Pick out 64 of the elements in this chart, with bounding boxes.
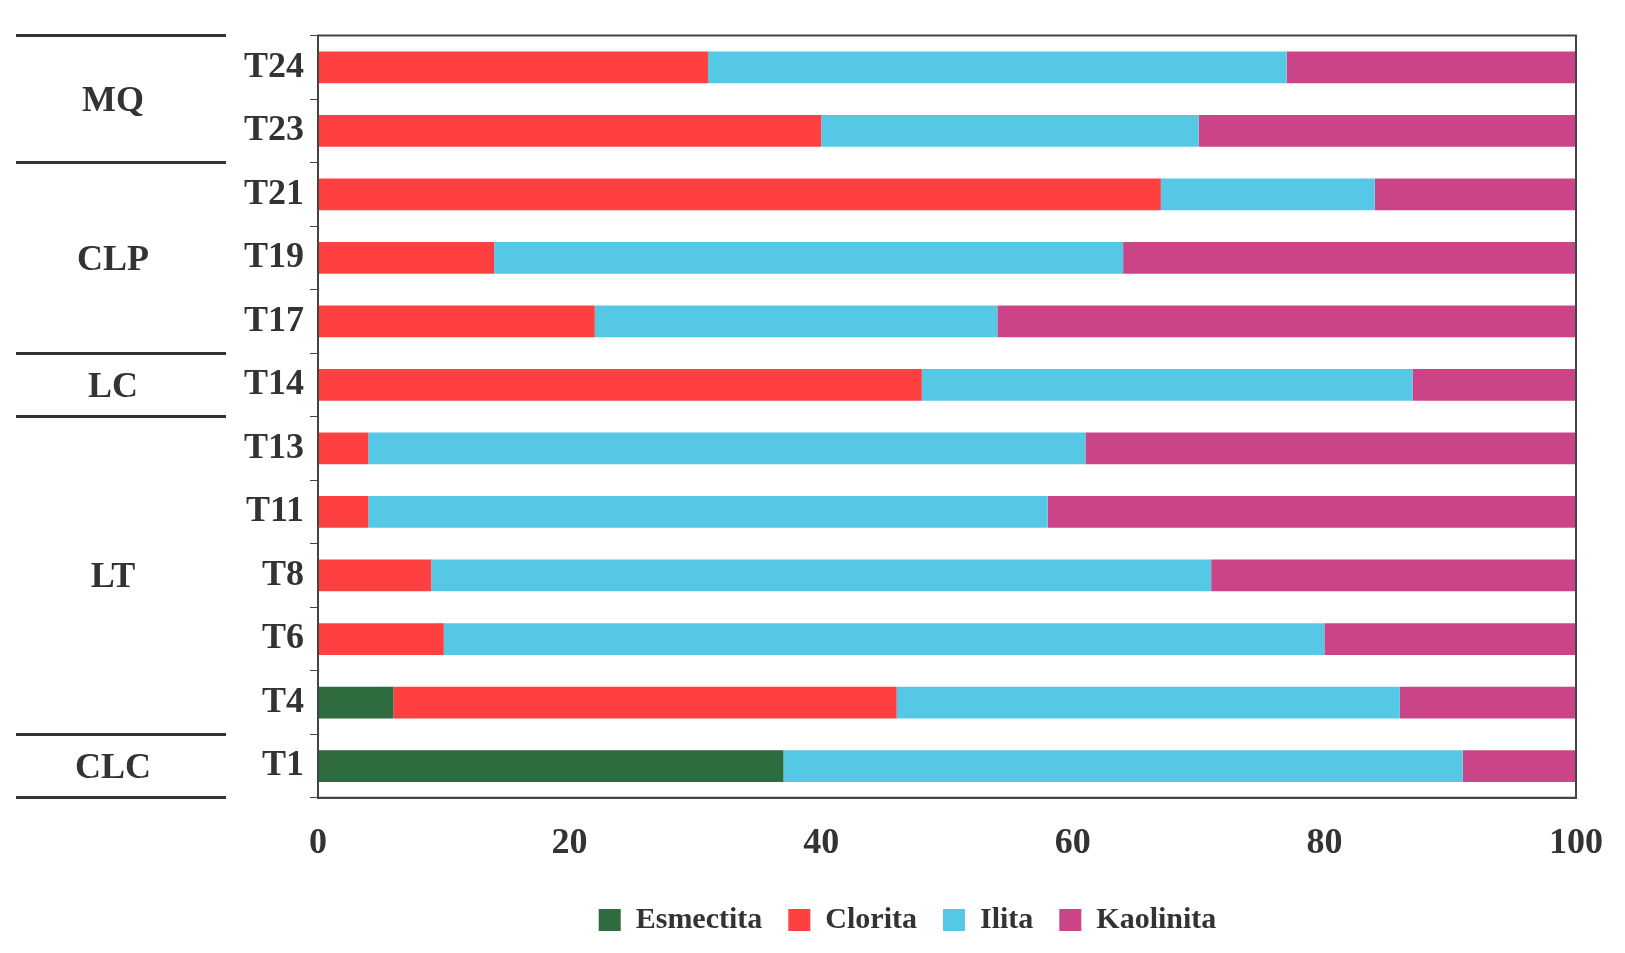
x-tick-label: 20 — [551, 820, 588, 861]
bar — [821, 115, 1199, 147]
legend-label: Kaolinita — [1096, 900, 1217, 934]
bar — [1286, 51, 1576, 84]
y-tick-label: T19 — [244, 235, 305, 276]
x-tick-label: 60 — [1054, 820, 1091, 861]
bar — [318, 559, 432, 592]
x-tick-label: 40 — [803, 820, 840, 861]
legend-label: Esmectita — [635, 900, 763, 934]
bar — [783, 750, 1463, 782]
bar — [443, 623, 1325, 655]
bar — [896, 686, 1400, 719]
y-tick-label: T24 — [244, 44, 305, 85]
y-tick-label: T21 — [244, 171, 305, 212]
bar — [594, 305, 998, 338]
text: LC — [87, 363, 138, 406]
text: MQ — [82, 78, 144, 121]
bar — [318, 115, 822, 147]
bar — [318, 432, 369, 465]
bar — [318, 369, 922, 401]
bar — [1085, 432, 1576, 465]
x-tick-label: 80 — [1306, 820, 1343, 861]
text: CLP — [77, 236, 149, 279]
y-tick-label: T23 — [244, 108, 305, 149]
bar — [1399, 686, 1576, 719]
bar — [318, 750, 784, 782]
legend-label: Clorita — [825, 900, 917, 934]
bar — [318, 305, 595, 338]
bar — [1211, 559, 1576, 592]
bar — [318, 242, 495, 274]
bar — [1462, 750, 1576, 782]
bar — [1160, 178, 1375, 211]
bar — [1412, 369, 1576, 401]
x-tick-label: 100 — [1549, 820, 1603, 861]
bar — [318, 51, 708, 84]
bar — [368, 432, 1086, 465]
y-tick-label: T13 — [244, 425, 305, 466]
bar — [1324, 623, 1576, 655]
y-tick-label: T6 — [262, 616, 305, 657]
bar — [318, 496, 369, 528]
y-tick-label: T4 — [262, 679, 305, 720]
y-tick-label: T11 — [245, 489, 305, 530]
y-tick-label: T1 — [262, 743, 305, 784]
legend-label: Ilita — [979, 900, 1034, 934]
bar — [1123, 242, 1576, 274]
y-tick-label: T8 — [262, 552, 305, 593]
bar — [393, 686, 897, 719]
bar — [494, 242, 1124, 274]
bar — [431, 559, 1212, 592]
bar — [318, 623, 444, 655]
bar — [1047, 496, 1576, 528]
bar — [921, 369, 1413, 401]
bar — [1374, 178, 1576, 211]
text: LT — [90, 554, 136, 597]
bar — [997, 305, 1576, 338]
text: CLC — [74, 745, 151, 788]
bar — [707, 51, 1287, 84]
y-tick-label: T17 — [244, 298, 305, 339]
x-tick-label: 0 — [309, 820, 328, 861]
bar — [368, 496, 1048, 528]
bar — [318, 178, 1161, 211]
bar — [318, 686, 394, 719]
bar — [1198, 115, 1576, 147]
y-tick-label: T14 — [244, 362, 305, 403]
